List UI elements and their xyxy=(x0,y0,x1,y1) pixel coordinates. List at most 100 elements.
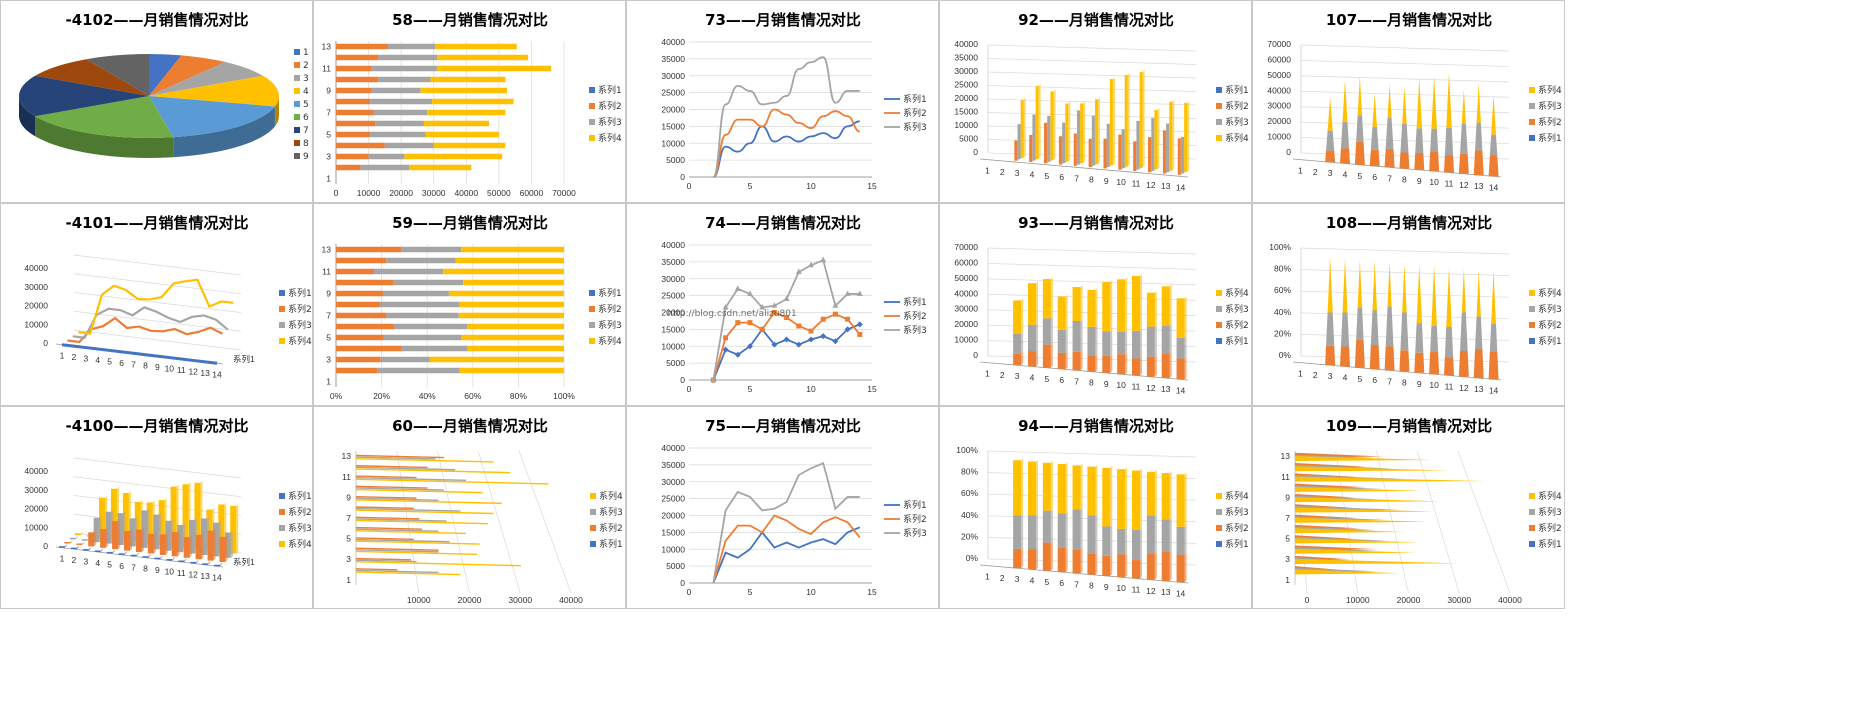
legend-entry: 系列4 xyxy=(1538,287,1562,299)
chart-title: 108——月销售情况对比 xyxy=(1326,214,1492,232)
column-bar xyxy=(200,518,207,556)
column-segment xyxy=(1013,300,1022,334)
column-bar xyxy=(206,509,213,551)
y-tick-label: 3 xyxy=(326,355,331,365)
column-bar xyxy=(105,511,112,544)
column-side xyxy=(220,562,223,567)
cone-segment xyxy=(1488,155,1499,177)
y-tick-label: 10000 xyxy=(1267,132,1291,142)
x-tick-label: 12 xyxy=(1459,383,1469,393)
cone-segment xyxy=(1431,76,1437,129)
chart-svg: 107——月销售情况对比 0 10000 20000 30000 40000 50000 60… xyxy=(1267,11,1562,192)
column-side xyxy=(1140,527,1142,561)
column-segment xyxy=(1028,351,1036,367)
gridline xyxy=(987,85,1197,92)
data-marker xyxy=(747,290,753,296)
x-tick-label: 2 xyxy=(72,352,77,362)
cone-segment xyxy=(1416,264,1422,324)
x-axis xyxy=(1292,361,1502,381)
gridline xyxy=(987,278,1197,286)
column-side xyxy=(1125,329,1128,355)
x-tick-label: 12 xyxy=(1146,586,1156,596)
column-side xyxy=(1154,290,1157,327)
data-marker xyxy=(747,320,753,326)
column-side xyxy=(1065,294,1068,330)
column-segment xyxy=(1087,289,1096,327)
column-segment xyxy=(1042,318,1051,345)
pie-slice xyxy=(149,96,275,138)
y-tick-label: 30000 xyxy=(954,304,978,314)
legend-entry: 系列3 xyxy=(1538,303,1562,315)
x-tick-label: 12 xyxy=(1146,180,1156,190)
x-tick-label: 0 xyxy=(1305,595,1310,605)
x-tick-label: 10 xyxy=(1429,177,1439,187)
y-tick-label: 40000 xyxy=(24,466,48,476)
cone-segment xyxy=(1370,126,1379,150)
column-bar xyxy=(1050,91,1054,161)
chart-panel: 107——月销售情况对比 0 10000 20000 30000 40000 50000 60… xyxy=(1252,0,1565,203)
x-tick-label: 10 xyxy=(1116,177,1126,187)
column-bar xyxy=(207,530,214,561)
column-bar xyxy=(190,561,197,564)
cone-segment xyxy=(1414,352,1425,373)
x-tick-label: 13 xyxy=(1161,587,1171,597)
y-tick-label: 40% xyxy=(1274,307,1291,317)
column-bar xyxy=(219,536,226,563)
column-bar xyxy=(1166,123,1170,173)
column-segment xyxy=(1132,529,1140,561)
column-segment xyxy=(1087,466,1096,516)
legend-entry: 系列3 xyxy=(1538,506,1562,518)
series-line xyxy=(67,316,223,344)
bar-segment xyxy=(458,312,564,319)
bar-segment xyxy=(336,334,384,341)
column-side xyxy=(1080,349,1083,371)
chart-title: 94——月销售情况对比 xyxy=(1018,417,1174,435)
x-tick-label: 10 xyxy=(165,364,175,374)
legend-entry: 系列2 xyxy=(1538,522,1562,534)
column-bar xyxy=(82,549,89,551)
cone-segment xyxy=(1372,93,1378,127)
x-tick-label: 15 xyxy=(867,384,877,394)
bar-3d xyxy=(356,476,467,482)
data-marker xyxy=(783,336,790,343)
gridline xyxy=(1457,450,1511,594)
y-tick-label: 35000 xyxy=(661,460,685,470)
column-segment xyxy=(1132,330,1140,359)
column-segment xyxy=(1042,510,1051,543)
cone-segment xyxy=(1340,312,1350,347)
column-bar xyxy=(1177,138,1181,175)
legend-swatch xyxy=(1216,290,1222,296)
y-tick-label: 40000 xyxy=(661,37,685,47)
column-side xyxy=(136,552,139,557)
x-tick-label: 10 xyxy=(806,181,816,191)
y-tick-label: 80% xyxy=(1274,264,1291,274)
chart-svg: 73——月销售情况对比 0 5000 10000 15000 20000 25000 3000… xyxy=(661,11,926,191)
column-bar xyxy=(1017,124,1021,160)
x-tick-label: 4 xyxy=(1030,373,1035,383)
legend-entry: 6 xyxy=(303,113,309,123)
gridline xyxy=(987,450,1197,458)
column-segment xyxy=(1028,461,1036,516)
legend-swatch xyxy=(590,525,596,531)
cone-segment xyxy=(1356,307,1364,340)
x-tick-label: 4 xyxy=(1343,170,1348,180)
column-side xyxy=(1023,97,1026,158)
column-segment xyxy=(1013,353,1022,366)
y-tick-label: 7 xyxy=(326,311,331,321)
cone-segment xyxy=(1446,267,1452,327)
column-bar xyxy=(230,505,237,554)
cone-segment xyxy=(1444,127,1454,156)
column-bar xyxy=(1118,134,1122,170)
x-tick-label: 9 xyxy=(1104,176,1109,186)
bar-3d xyxy=(356,485,428,489)
x-tick-label: 13 xyxy=(200,368,210,378)
column-side xyxy=(184,558,187,562)
bar-segment xyxy=(386,257,456,264)
column-side xyxy=(177,529,180,557)
column-side xyxy=(148,554,151,558)
x-tick-label: 7 xyxy=(131,562,136,572)
column-segment xyxy=(1161,473,1170,520)
bar-segment xyxy=(336,87,372,94)
column-side xyxy=(1080,507,1083,550)
legend-entry: 系列1 xyxy=(598,287,622,299)
